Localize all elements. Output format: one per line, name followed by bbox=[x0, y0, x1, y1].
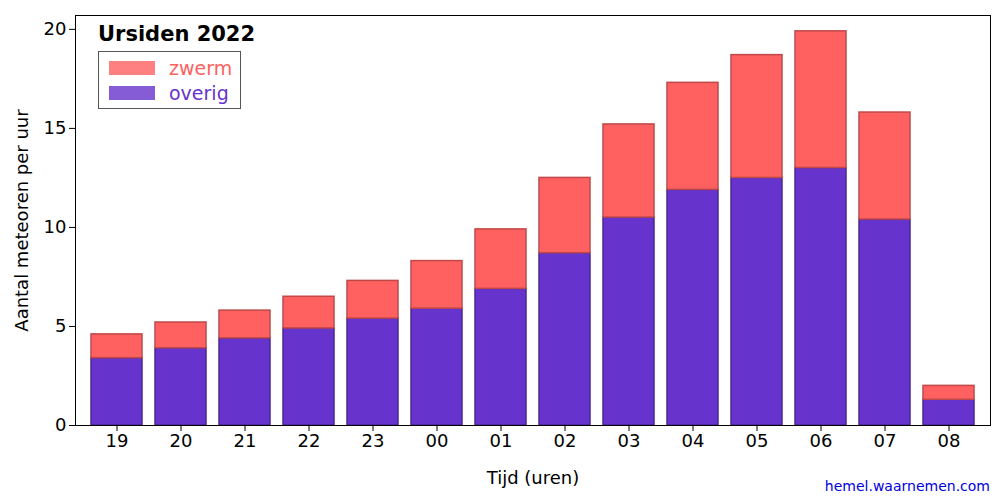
svg-text:22: 22 bbox=[298, 430, 321, 451]
svg-text:10: 10 bbox=[44, 216, 67, 237]
svg-text:Tijd (uren): Tijd (uren) bbox=[486, 467, 580, 488]
html-text:Ursiden 2022: Ursiden 2022 bbox=[98, 22, 256, 46]
svg-text:15: 15 bbox=[44, 117, 67, 138]
svg-text:06: 06 bbox=[810, 430, 833, 451]
svg-text:0: 0 bbox=[55, 414, 66, 435]
html-text:zwerm: zwerm bbox=[169, 56, 233, 79]
svg-text:04: 04 bbox=[682, 430, 705, 451]
svg-text:08: 08 bbox=[938, 430, 961, 451]
svg-text:Aantal meteoren per uur: Aantal meteoren per uur bbox=[11, 109, 32, 332]
svg-text:07: 07 bbox=[874, 430, 897, 451]
svg-text:19: 19 bbox=[106, 430, 129, 451]
svg-text:21: 21 bbox=[234, 430, 257, 451]
html-text:hemel.waarnemen.com: hemel.waarnemen.com bbox=[824, 478, 990, 494]
svg-text:02: 02 bbox=[554, 430, 577, 451]
html-text:overig: overig bbox=[169, 81, 229, 104]
svg-text:05: 05 bbox=[746, 430, 769, 451]
svg-text:20: 20 bbox=[44, 18, 67, 39]
svg-text:23: 23 bbox=[362, 430, 385, 451]
svg-text:20: 20 bbox=[170, 430, 193, 451]
svg-text:01: 01 bbox=[490, 430, 513, 451]
svg-text:00: 00 bbox=[426, 430, 449, 451]
svg-text:03: 03 bbox=[618, 430, 641, 451]
svg-text:5: 5 bbox=[55, 315, 66, 336]
